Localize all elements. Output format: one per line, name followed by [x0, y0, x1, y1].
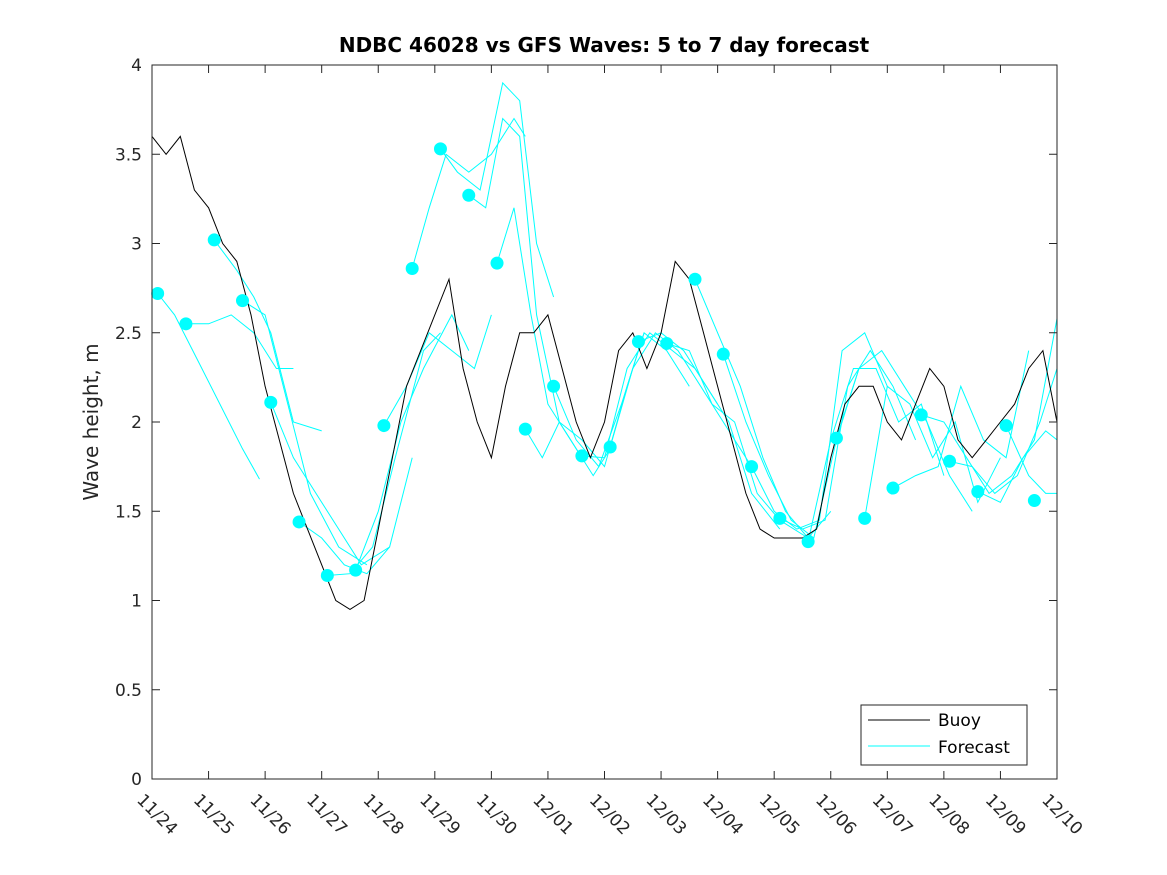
- y-axis-label: Wave height, m: [79, 343, 103, 500]
- legend: Buoy Forecast: [860, 704, 1028, 766]
- forecast-point: [773, 511, 787, 525]
- y-tick-label: 0: [131, 770, 142, 790]
- x-tick-label: 12/05: [755, 790, 804, 839]
- forecast-point: [151, 286, 165, 300]
- forecast-point: [547, 379, 561, 393]
- forecast-point: [236, 294, 249, 308]
- x-tick-label: 11/29: [415, 790, 464, 839]
- forecast-point: [575, 449, 589, 463]
- y-tick-label: 4: [131, 56, 142, 76]
- forecast-line-3: [213, 239, 322, 432]
- forecast-line-31: [1005, 425, 1057, 494]
- x-tick-label: 11/28: [359, 790, 408, 839]
- forecast-point: [292, 515, 306, 529]
- forecast-point: [688, 272, 702, 286]
- forecast-line-28: [921, 318, 1058, 495]
- forecast-point: [999, 419, 1013, 433]
- y-ticks: 0 0.5 1 1.5 2 2.5 3 3.5 4: [115, 56, 1057, 790]
- forecast-point: [829, 431, 843, 445]
- x-tick-label: 11/30: [472, 790, 521, 839]
- forecast-point: [943, 454, 957, 468]
- x-tick-label: 12/04: [698, 790, 747, 839]
- forecast-line-30: [977, 430, 1058, 503]
- forecast-point: [518, 422, 532, 436]
- forecast-point: [914, 408, 928, 422]
- forecast-point: [320, 569, 334, 583]
- y-tick-label: 2: [131, 413, 142, 433]
- legend-buoy-label: Buoy: [938, 711, 981, 731]
- forecast-line-11: [440, 81, 555, 298]
- y-tick-label: 3: [131, 235, 142, 255]
- x-tick-label: 11/25: [189, 790, 238, 839]
- forecast-line-27: [892, 350, 1030, 489]
- legend-box: [860, 704, 1028, 766]
- forecast-line-17: [609, 332, 753, 467]
- forecast-point: [631, 335, 645, 349]
- legend-forecast-label: Forecast: [938, 738, 1010, 758]
- forecast-line-26: [864, 385, 1001, 519]
- x-tick-label: 12/08: [924, 790, 973, 839]
- forecast-markers: [151, 142, 1041, 583]
- forecast-point: [971, 485, 985, 499]
- forecast-line-29: [949, 368, 1058, 495]
- forecast-point: [603, 440, 617, 454]
- forecast-point: [490, 256, 504, 270]
- chart-title: NDBC 46028 vs GFS Waves: 5 to 7 day fore…: [339, 33, 870, 57]
- forecast-point: [462, 188, 476, 202]
- forecast-line-9: [383, 314, 492, 426]
- forecast-point: [405, 261, 419, 275]
- y-tick-label: 1.5: [115, 502, 142, 522]
- forecast-point: [264, 395, 278, 409]
- x-tick-label: 11/24: [132, 790, 181, 839]
- forecast-line-10: [411, 117, 526, 269]
- y-tick-label: 1: [131, 592, 142, 612]
- x-tick-label: 12/10: [1037, 790, 1086, 839]
- forecast-point: [716, 347, 730, 361]
- forecast-point: [801, 535, 815, 549]
- forecast-line-1: [157, 293, 260, 480]
- forecast-line-4: [242, 300, 368, 566]
- x-tick-label: 12/06: [811, 790, 860, 839]
- y-tick-label: 2.5: [115, 324, 142, 344]
- forecast-line-25: [835, 349, 973, 512]
- forecast-point: [886, 481, 900, 495]
- forecast-line-22: [751, 332, 888, 530]
- forecast-line-5: [270, 402, 390, 566]
- x-tick-label: 12/03: [642, 790, 691, 839]
- forecast-line-8: [355, 313, 470, 571]
- x-tick-label: 12/09: [981, 790, 1030, 839]
- forecast-point: [858, 511, 872, 525]
- forecast-point: [349, 563, 363, 577]
- x-tick-label: 11/26: [246, 790, 295, 839]
- x-tick-label: 12/01: [528, 790, 577, 839]
- x-tick-label: 11/27: [302, 790, 351, 839]
- forecast-point: [745, 460, 759, 474]
- forecast-point: [179, 317, 193, 331]
- forecast-point: [207, 233, 221, 247]
- y-tick-label: 0.5: [115, 681, 142, 701]
- forecast-line-13: [496, 207, 611, 477]
- forecast-point: [377, 419, 391, 433]
- x-tick-label: 12/02: [585, 790, 634, 839]
- forecast-point: [433, 142, 447, 156]
- y-tick-label: 3.5: [115, 145, 142, 165]
- forecast-point: [1027, 494, 1041, 508]
- x-tick-label: 12/07: [868, 790, 917, 839]
- forecast-point: [660, 336, 674, 350]
- forecast-line-15: [553, 331, 690, 468]
